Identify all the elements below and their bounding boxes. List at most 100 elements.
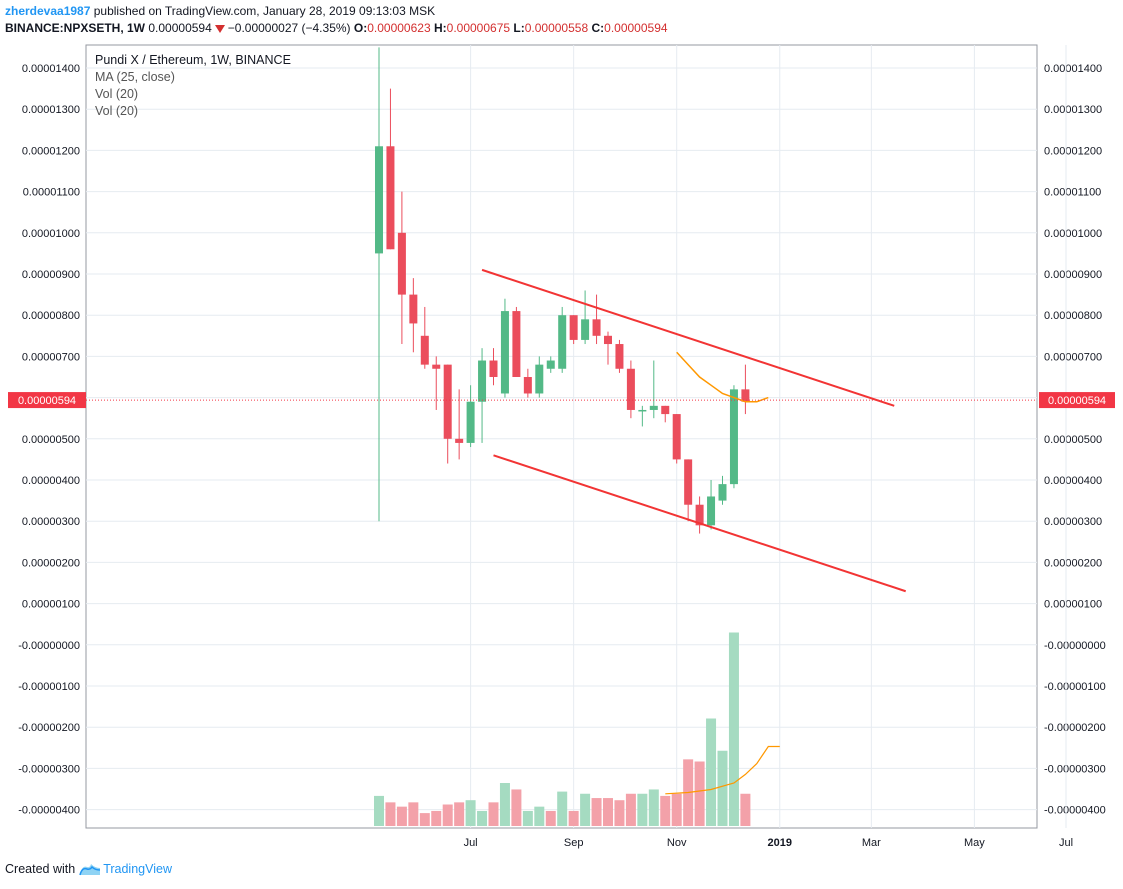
y-tick-label-left: -0.00000400: [18, 805, 80, 817]
x-tick-label: Sep: [564, 837, 584, 849]
y-tick-label-right: 0.00001000: [1044, 228, 1102, 240]
candle-body: [695, 504, 704, 526]
volume-bar: [717, 750, 728, 826]
candle-body: [569, 315, 578, 340]
y-tick-label-left: -0.00000100: [18, 681, 80, 693]
volume-bar: [694, 761, 705, 826]
volume-bar: [465, 800, 476, 826]
ma-line: [676, 351, 769, 403]
volume-bar: [374, 795, 384, 826]
volume-bar: [625, 793, 636, 826]
open-value: 0.00000623: [367, 21, 431, 35]
y-tick-label-right: 0.00000700: [1044, 351, 1102, 363]
publish-info: published on TradingView.com, January 28…: [90, 4, 436, 18]
volume-bar: [511, 789, 522, 826]
y-tick-label-left: 0.00000400: [22, 475, 80, 487]
y-tick-label-left: -0.00000200: [18, 722, 80, 734]
x-tick-label: Mar: [862, 837, 881, 849]
y-tick-label-left: -0.00000000: [18, 640, 80, 652]
y-tick-label-right: 0.00001300: [1044, 104, 1102, 116]
y-tick-label-right: 0.00000300: [1044, 516, 1102, 528]
volume-bar: [499, 783, 510, 826]
candle-body: [397, 232, 406, 295]
volume-bar: [431, 810, 442, 826]
candle-body: [478, 360, 487, 402]
y-tick-label-right: -0.00000300: [1044, 763, 1106, 775]
publish-line: zherdevaa1987 published on TradingView.c…: [5, 3, 668, 20]
candle-body: [604, 335, 612, 345]
y-tick-label-left: 0.00000500: [22, 434, 80, 446]
volume-bar: [740, 793, 751, 826]
y-tick-label-right: 0.00000500: [1044, 434, 1102, 446]
y-tick-label-right: 0.00001400: [1044, 63, 1102, 75]
candle-body: [375, 146, 383, 254]
legend-title: Pundi X / Ethereum, 1W, BINANCE: [95, 53, 291, 67]
y-tick-label-left: 0.00000800: [22, 310, 80, 322]
candle-body: [615, 344, 624, 369]
candle-body: [546, 360, 555, 369]
candle-body: [466, 401, 475, 443]
open-label: O:: [353, 21, 368, 35]
volume-bar: [454, 802, 465, 826]
last-value: 0.00000594: [148, 21, 212, 35]
footer: Created with TradingView: [5, 862, 172, 876]
y-tick-label-left: 0.00001200: [22, 145, 80, 157]
volume-bar: [385, 802, 396, 826]
legend-vol-1[interactable]: Vol (20): [95, 87, 139, 101]
volume-bar: [488, 802, 499, 826]
plot-frame: [85, 44, 1038, 829]
y-tick-label-left: 0.00001300: [22, 104, 80, 116]
author-link[interactable]: zherdevaa1987: [5, 4, 91, 18]
volume-bar: [442, 804, 453, 826]
candle-body: [672, 414, 681, 460]
chart-legend: Pundi X / Ethereum, 1W, BINANCE MA (25, …: [95, 52, 291, 120]
ohlc-line: BINANCE:NPXSETH, 1W 0.00000594 −0.0000002…: [5, 20, 668, 37]
x-tick-label: 2019: [768, 837, 792, 849]
volume-bar: [614, 800, 625, 826]
y-tick-label-left: 0.00000300: [22, 516, 80, 528]
candle-body: [741, 389, 750, 402]
candle-body: [684, 459, 693, 505]
y-tick-label-left: 0.00001400: [22, 63, 80, 75]
brand-text: TradingView: [103, 862, 172, 876]
high-value: 0.00000675: [446, 21, 511, 35]
y-tick-label-right: 0.00000900: [1044, 269, 1102, 281]
volume-bar: [396, 806, 407, 826]
candle-body: [500, 311, 509, 394]
low-label: L:: [513, 21, 525, 35]
last-price-label-right: 0.00000594: [1048, 395, 1106, 407]
candle-body: [592, 319, 601, 336]
candle-body: [409, 294, 418, 324]
volume-bar: [477, 810, 488, 826]
candle-body: [729, 389, 738, 485]
volume-bar: [603, 798, 613, 826]
candle-body: [386, 146, 395, 250]
close-value: 0.00000594: [604, 21, 668, 35]
volume-bar: [419, 813, 430, 826]
candle-body: [455, 438, 464, 443]
symbol-label: BINANCE:NPXSETH, 1W: [5, 21, 146, 35]
down-arrow-icon: [214, 24, 225, 33]
volume-bar: [408, 802, 419, 826]
candle-body: [420, 335, 429, 365]
close-label: C:: [591, 21, 605, 35]
candle-body: [432, 364, 441, 369]
candle-body: [638, 409, 647, 412]
tradingview-brand[interactable]: TradingView: [79, 862, 172, 876]
candle-body: [626, 368, 635, 410]
volume-bar: [660, 795, 671, 826]
volume-bar: [637, 793, 648, 826]
volume-bar: [522, 810, 533, 826]
legend-vol-2[interactable]: Vol (20): [95, 104, 139, 118]
candle-body: [707, 496, 716, 526]
legend-ma[interactable]: MA (25, close): [95, 70, 175, 84]
chart-header: zherdevaa1987 published on TradingView.c…: [5, 3, 668, 37]
last-price-tag-left: [8, 392, 86, 409]
x-tick-label: May: [964, 837, 985, 849]
change-value: −0.00000027 (−4.35%): [227, 21, 351, 35]
volume-bar: [706, 718, 717, 826]
candle-body: [523, 377, 532, 394]
y-tick-label-right: -0.00000100: [1044, 681, 1106, 693]
y-tick-label-left: 0.00000100: [22, 599, 80, 611]
